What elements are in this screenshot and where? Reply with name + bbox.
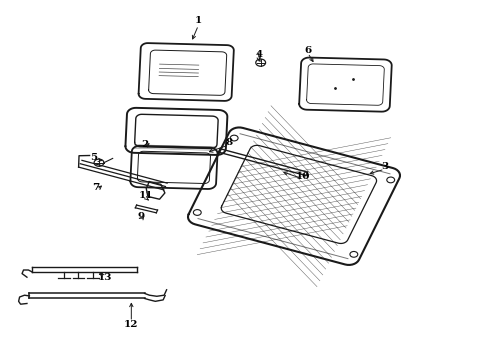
Text: 10: 10	[295, 172, 310, 181]
Text: 1: 1	[195, 16, 202, 25]
Text: 8: 8	[226, 138, 233, 147]
Text: 9: 9	[138, 212, 145, 221]
Text: 12: 12	[124, 320, 139, 329]
Text: 13: 13	[98, 274, 113, 282]
Text: 2: 2	[141, 140, 148, 149]
Text: 11: 11	[139, 191, 153, 199]
Text: 4: 4	[255, 50, 262, 59]
Text: 5: 5	[91, 153, 98, 162]
Text: 7: 7	[92, 183, 99, 192]
Text: 3: 3	[381, 162, 388, 171]
Text: 6: 6	[304, 46, 311, 55]
